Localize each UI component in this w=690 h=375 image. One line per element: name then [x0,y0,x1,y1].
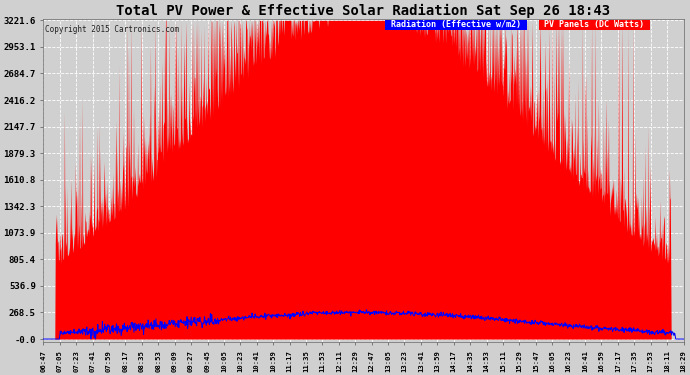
Text: Radiation (Effective w/m2): Radiation (Effective w/m2) [386,20,526,29]
Text: PV Panels (DC Watts): PV Panels (DC Watts) [540,20,649,29]
Title: Total PV Power & Effective Solar Radiation Sat Sep 26 18:43: Total PV Power & Effective Solar Radiati… [117,3,611,18]
Text: Copyright 2015 Cartronics.com: Copyright 2015 Cartronics.com [45,25,179,34]
